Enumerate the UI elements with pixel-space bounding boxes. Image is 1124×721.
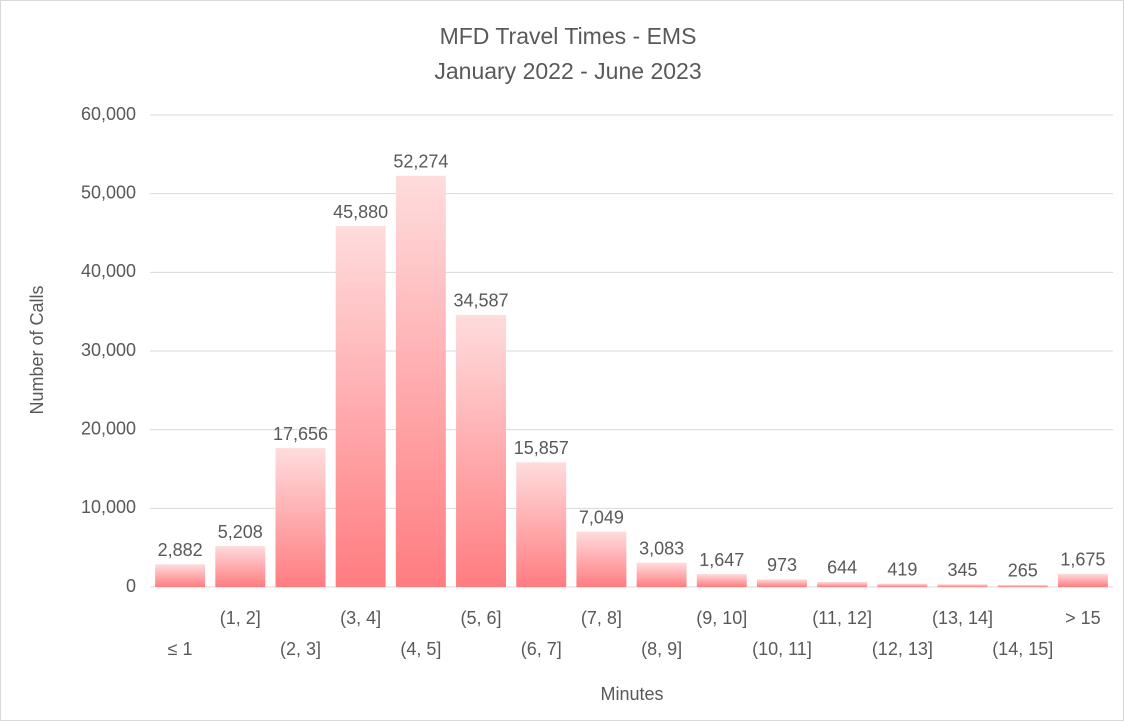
- y-tick-label: 60,000: [81, 104, 136, 124]
- x-tick-label: (13, 14]: [932, 608, 993, 628]
- y-tick-label: 40,000: [81, 261, 136, 281]
- chart-subtitle: January 2022 - June 2023: [434, 58, 701, 84]
- value-label: 1,675: [1060, 550, 1105, 570]
- bar: [997, 584, 1048, 587]
- bar: [636, 562, 687, 587]
- x-tick-label: (6, 7]: [521, 639, 562, 659]
- bar: [937, 584, 988, 587]
- y-tick-label: 50,000: [81, 182, 136, 202]
- x-tick-label: (1, 2]: [220, 608, 261, 628]
- x-tick-label: > 15: [1065, 608, 1101, 628]
- x-axis-label: Minutes: [600, 684, 663, 704]
- bar: [696, 574, 747, 587]
- value-label: 34,587: [454, 291, 509, 311]
- bar: [335, 226, 386, 587]
- value-label: 45,880: [333, 202, 388, 222]
- value-label: 2,882: [158, 540, 203, 560]
- value-label: 7,049: [579, 507, 624, 527]
- x-tick-label: (7, 8]: [581, 608, 622, 628]
- x-tick-label: (10, 11]: [752, 639, 812, 659]
- bar: [756, 579, 807, 587]
- x-tick-label: (8, 9]: [641, 639, 682, 659]
- bar: [215, 546, 266, 587]
- value-label: 265: [1008, 561, 1038, 581]
- y-tick-label: 20,000: [81, 418, 136, 438]
- bar: [576, 531, 627, 587]
- x-tick-label: (2, 3]: [280, 639, 321, 659]
- x-tick-label: (4, 5]: [400, 639, 441, 659]
- x-tick-label: (11, 12]: [812, 608, 872, 628]
- value-label: 419: [887, 559, 917, 579]
- bar: [817, 581, 868, 587]
- x-tick-label: ≤ 1: [168, 639, 193, 659]
- x-tick-label: (9, 10]: [696, 608, 747, 628]
- chart-title: MFD Travel Times - EMS: [440, 23, 697, 49]
- x-tick-label: (14, 15]: [992, 639, 1053, 659]
- bar: [395, 175, 446, 587]
- bar: [155, 564, 206, 587]
- value-label: 3,083: [639, 538, 684, 558]
- value-label: 973: [767, 555, 797, 575]
- bar: [516, 462, 567, 587]
- value-label: 644: [827, 558, 857, 578]
- value-label: 5,208: [218, 522, 263, 542]
- y-tick-label: 10,000: [81, 497, 136, 517]
- value-label: 52,274: [393, 152, 448, 172]
- value-label: 15,857: [514, 438, 569, 458]
- value-label: 17,656: [273, 424, 328, 444]
- x-tick-label: (12, 13]: [872, 639, 933, 659]
- value-label: 345: [948, 560, 978, 580]
- bar: [456, 314, 507, 587]
- value-label: 1,647: [699, 550, 744, 570]
- y-tick-label: 30,000: [81, 340, 136, 360]
- y-tick-label: 0: [126, 576, 136, 596]
- x-tick-label: (3, 4]: [340, 608, 381, 628]
- x-tick-label: (5, 6]: [461, 608, 502, 628]
- bar: [1057, 573, 1108, 587]
- bar: [275, 448, 326, 587]
- bar: [877, 583, 928, 587]
- y-axis-label: Number of Calls: [27, 285, 47, 414]
